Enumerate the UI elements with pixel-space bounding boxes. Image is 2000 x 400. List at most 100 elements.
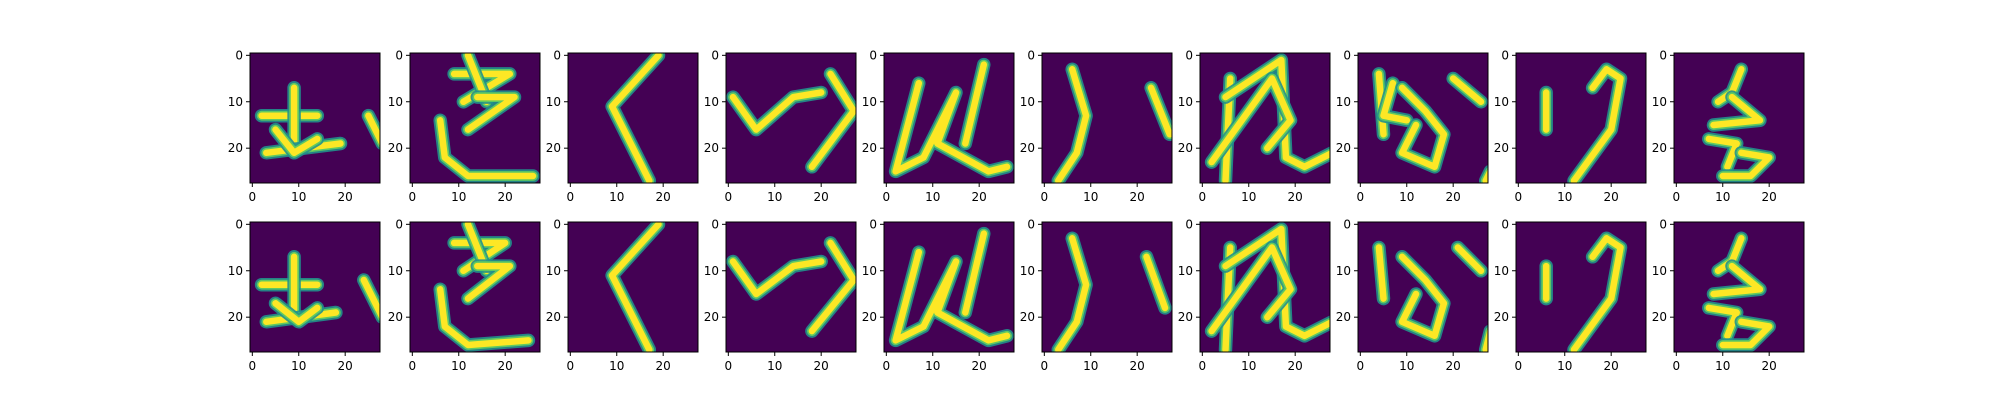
y-tick-label: 20 [228, 141, 243, 155]
axes-frame [1673, 52, 1805, 184]
glyph-su [1702, 231, 1776, 352]
x-tick-label: 20 [498, 190, 513, 204]
glyph-ri [1051, 231, 1172, 352]
glyph-stroke [1705, 304, 1740, 340]
glyph-stroke [608, 222, 662, 352]
y-tick-label: 10 [1020, 95, 1035, 109]
y-tick-label: 10 [228, 264, 243, 278]
x-tick-label: 20 [1604, 190, 1619, 204]
glyph-stroke [1570, 235, 1624, 352]
x-tick-label: 0 [1515, 359, 1523, 373]
panel-reconstructed-10: 0 10 20 0 10 20 [1652, 217, 1805, 373]
axes-frame [1515, 221, 1647, 353]
panel-reconstructed-2: 0 10 20 0 10 20 [388, 217, 541, 373]
y-tick-label: 0 [553, 217, 561, 231]
x-tick-label: 20 [338, 359, 353, 373]
glyph-zo [433, 53, 540, 183]
x-tick-label: 0 [567, 359, 575, 373]
panel-original-9: 0 10 20 0 10 20 [1494, 48, 1647, 204]
glyph-stroke [1055, 235, 1090, 352]
y-tick-label: 0 [235, 48, 243, 62]
y-tick-label: 0 [1185, 217, 1193, 231]
x-tick-label: 10 [451, 190, 466, 204]
glyph-ha [888, 226, 1014, 348]
y-tick-label: 20 [228, 310, 243, 324]
panel-reconstructed-9: 0 10 20 0 10 20 [1494, 217, 1647, 373]
x-tick-label: 10 [609, 190, 624, 204]
y-tick-label: 0 [869, 217, 877, 231]
glyph-su [1702, 62, 1776, 183]
glyph-stroke [272, 126, 321, 157]
glyph-stroke [1222, 225, 1330, 340]
y-tick-label: 20 [388, 141, 403, 155]
x-tick-label: 10 [291, 190, 306, 204]
glyph-ro [1539, 62, 1628, 183]
x-tick-label: 10 [1083, 190, 1098, 204]
axes-frame [249, 221, 381, 353]
glyph-stroke [962, 61, 988, 147]
glyph-stroke [1375, 244, 1387, 302]
y-tick-label: 0 [1343, 48, 1351, 62]
x-tick-label: 20 [1446, 359, 1461, 373]
glyph-stroke [1719, 318, 1773, 349]
x-tick-label: 0 [725, 359, 733, 373]
y-tick-label: 0 [395, 48, 403, 62]
y-tick-label: 10 [1336, 95, 1351, 109]
glyph-stroke [608, 53, 662, 183]
y-tick-label: 10 [1494, 264, 1509, 278]
y-tick-label: 10 [1178, 264, 1193, 278]
glyph-stroke [1208, 244, 1294, 335]
x-tick-label: 10 [925, 190, 940, 204]
glyph-tsu [726, 236, 856, 338]
x-tick-label: 10 [1241, 359, 1256, 373]
y-tick-label: 10 [1336, 264, 1351, 278]
y-tick-label: 0 [1501, 48, 1509, 62]
y-tick-label: 0 [553, 48, 561, 62]
x-tick-label: 0 [883, 359, 891, 373]
glyph-stroke [1570, 66, 1624, 183]
panel-original-2: 0 10 20 0 10 20 [388, 48, 541, 204]
x-tick-label: 20 [1762, 190, 1777, 204]
x-tick-label: 10 [767, 359, 782, 373]
y-tick-label: 20 [862, 310, 877, 324]
x-tick-label: 0 [1673, 190, 1681, 204]
glyph-stroke [962, 230, 988, 316]
x-tick-label: 20 [498, 359, 513, 373]
x-tick-label: 0 [249, 359, 257, 373]
glyph-stroke [1143, 253, 1169, 312]
panels-group: 0 10 20 0 10 20 0 10 20 0 10 20 0 10 20 0 10 20 0 10 20 0 10 20… [228, 48, 1805, 373]
glyph-stroke [1705, 135, 1740, 171]
glyph-ne [1204, 222, 1330, 352]
x-tick-label: 10 [609, 359, 624, 373]
x-tick-label: 10 [1399, 359, 1414, 373]
glyph-stroke [464, 262, 514, 302]
panel-original-7: 0 10 20 0 10 20 [1178, 48, 1331, 204]
glyph-stroke [436, 117, 537, 180]
glyph-stroke [436, 286, 532, 349]
glyph-stroke [1147, 84, 1172, 138]
y-tick-label: 10 [546, 95, 561, 109]
glyph-stroke [1380, 79, 1411, 124]
panel-original-6: 0 10 20 0 10 20 [1020, 48, 1173, 204]
glyph-zo [433, 222, 536, 352]
y-tick-label: 10 [862, 95, 877, 109]
panel-original-1: 0 10 20 0 10 20 [228, 48, 381, 204]
x-tick-label: 20 [656, 359, 671, 373]
axes-frame [883, 221, 1015, 353]
x-tick-label: 10 [925, 359, 940, 373]
glyph-stroke [892, 79, 1011, 175]
glyph-stroke [1449, 75, 1485, 106]
panel-reconstructed-3: 0 10 20 0 10 20 [546, 217, 699, 373]
panel-reconstructed-8: 0 10 20 0 10 20 [1336, 217, 1489, 373]
x-tick-label: 20 [814, 190, 829, 204]
y-tick-label: 20 [1336, 310, 1351, 324]
glyph-stroke [1222, 56, 1330, 171]
y-tick-label: 10 [1178, 95, 1193, 109]
y-tick-label: 20 [1020, 310, 1035, 324]
x-tick-label: 20 [972, 190, 987, 204]
glyph-stroke [1398, 84, 1448, 171]
x-tick-label: 0 [249, 190, 257, 204]
y-tick-label: 10 [388, 264, 403, 278]
x-tick-label: 20 [1288, 359, 1303, 373]
